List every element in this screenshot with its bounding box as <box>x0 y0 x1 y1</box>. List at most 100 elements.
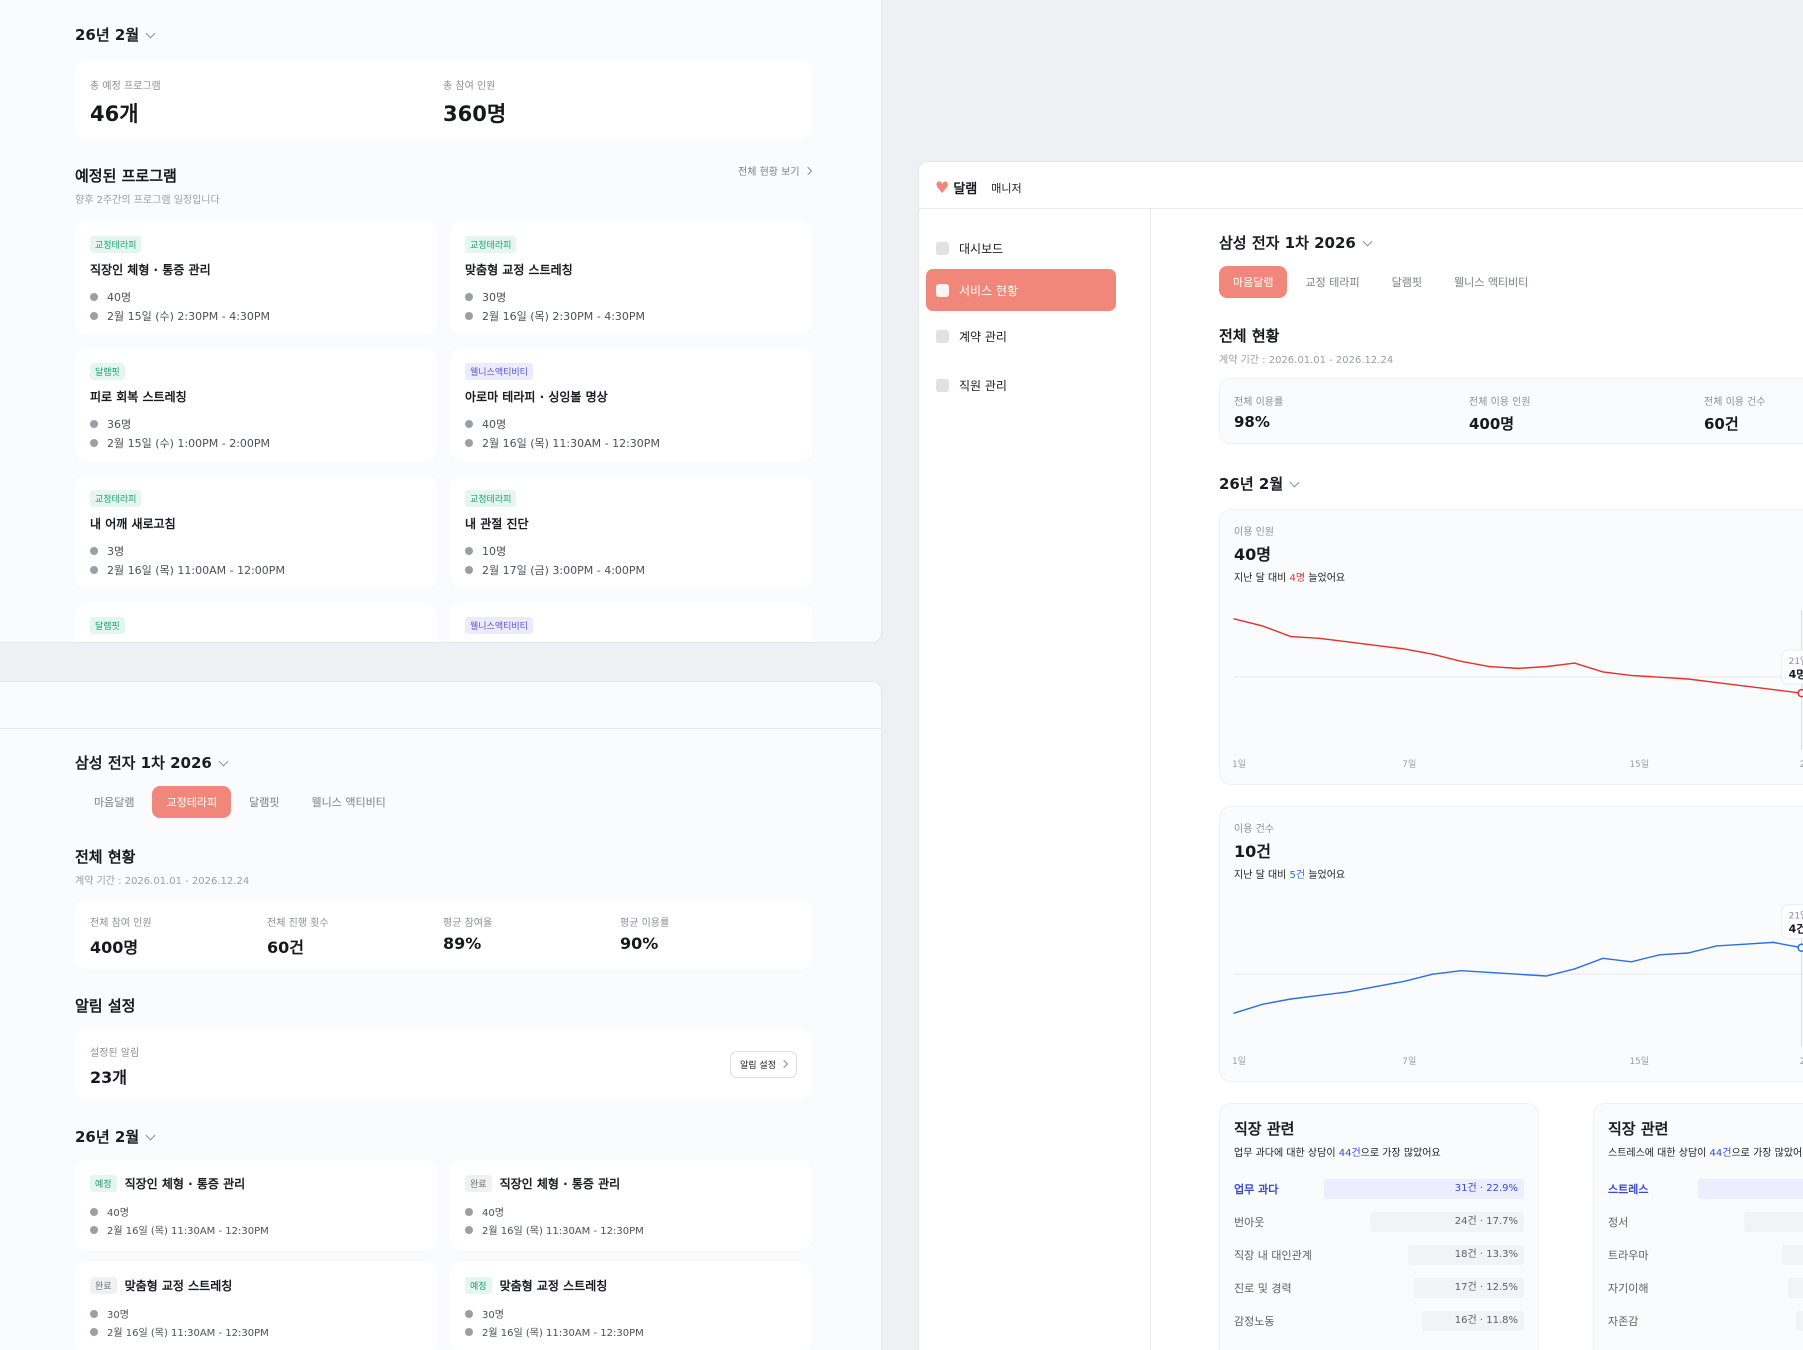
program-card[interactable]: 웰니스액티비티 아로마 테라피 · 싱잉볼 명상 40명 2월 16일 (목) 11:… <box>450 348 812 462</box>
sidebar-item-contracts[interactable]: 계약 관리 <box>926 318 1116 355</box>
x-tick-label: 7일 <box>1402 759 1416 770</box>
time-value: 2월 16일 (목) 11:30AM - 12:30PM <box>107 1328 269 1339</box>
data-point <box>1602 671 1604 673</box>
tab-dallaem-fit[interactable]: 달램핏 <box>249 796 280 809</box>
session-card[interactable]: 예정 맞춤형 교정 스트레칭 30명 2월 16일 (목) 11:30AM - 12:… <box>450 1262 812 1350</box>
alarm-count: 23개 <box>90 1068 127 1087</box>
tab-therapy[interactable]: 교정 테라피 <box>1305 276 1360 289</box>
topic-value: 31건 · 22.9% <box>1454 1183 1518 1194</box>
data-point <box>1630 961 1632 963</box>
data-point <box>1233 618 1235 620</box>
alarm-settings-button[interactable]: 알림 설정 <box>730 1051 797 1078</box>
data-point <box>1772 689 1774 691</box>
series-line <box>1233 941 1803 1014</box>
data-point <box>1403 648 1405 650</box>
participant-count: 36명 <box>90 416 131 432</box>
stat-value: 60건 <box>1704 415 1739 433</box>
topic-row: 진로 및 경력 17건 · 12.5% <box>1234 1278 1524 1298</box>
brand[interactable]: ♥ 달램 매니저 <box>935 178 1022 197</box>
stat-usage-rate: 평균 이용률 90% <box>620 914 669 953</box>
tab-dallaem-fit[interactable]: 달램핏 <box>1391 276 1422 289</box>
status-badge: 완료 <box>465 1175 492 1192</box>
clock-icon <box>465 312 473 320</box>
session-card[interactable]: 예정 직장인 체형 · 통증 관리 40명 2월 16일 (목) 11:30AM - … <box>75 1160 437 1250</box>
desc-suffix: 으로 가장 많았어요 <box>1360 1148 1441 1159</box>
data-point <box>1772 941 1774 943</box>
sidebar-item-service-status[interactable]: 서비스 현황 <box>926 269 1116 311</box>
program-card[interactable]: 달램핏 <box>75 602 437 642</box>
topic-bar: 24건 · 17.7% <box>1370 1212 1524 1232</box>
clock-icon <box>465 566 473 574</box>
schedule-time: 2월 16일 (목) 11:30AM - 12:30PM <box>465 1324 644 1339</box>
stat-value: 90% <box>620 934 659 953</box>
view-all-label: 전체 현황 보기 <box>738 167 800 178</box>
topic-bar <box>1788 1278 1803 1298</box>
users-icon <box>936 379 949 392</box>
tooltip-box <box>1781 649 1803 685</box>
data-point <box>1602 957 1604 959</box>
sidebar-item-dashboard[interactable]: 대시보드 <box>926 230 1116 267</box>
topic-row: 트라우마 <box>1608 1245 1803 1265</box>
series-line <box>1233 618 1803 694</box>
topic-label: 직장 내 대인관계 <box>1234 1249 1312 1262</box>
program-card[interactable]: 웰니스액티비티 <box>450 602 812 642</box>
compare-value: 4명 <box>1289 573 1306 584</box>
status-badge: 예정 <box>465 1277 492 1294</box>
clock-icon <box>90 566 98 574</box>
month-label: 26년 2월 <box>75 1128 140 1146</box>
company-selector[interactable]: 삼성 전자 1차 2026 <box>1219 232 1373 253</box>
program-card[interactable]: 교정테라피 직장인 체형 · 통증 관리 40명 2월 15일 (수) 2:30PM … <box>75 221 437 335</box>
session-card[interactable]: 완료 맞춤형 교정 스트레칭 30명 2월 16일 (목) 11:30AM - 12:… <box>75 1262 437 1350</box>
month-selector[interactable]: 26년 2월 <box>1219 473 1300 494</box>
tooltip-box <box>1781 904 1803 940</box>
program-card[interactable]: 교정테라피 내 어깨 새로고침 3명 2월 16일 (목) 11:00AM - 12:… <box>75 475 437 589</box>
tab-maeum[interactable]: 마음달램 <box>94 796 135 809</box>
people-value: 30명 <box>482 291 507 304</box>
people-value: 40명 <box>482 1208 504 1219</box>
time-value: 2월 16일 (목) 11:30AM - 12:30PM <box>482 437 660 450</box>
program-card[interactable]: 달램핏 피로 회복 스트레칭 36명 2월 15일 (수) 1:00PM - 2:00… <box>75 348 437 462</box>
session-card[interactable]: 완료 직장인 체형 · 통증 관리 40명 2월 16일 (목) 11:30AM - … <box>450 1160 812 1250</box>
category-tag: 웰니스액티비티 <box>465 617 533 634</box>
x-tick-label: 1일 <box>1232 1056 1246 1067</box>
time-value: 2월 16일 (목) 2:30PM - 4:30PM <box>482 310 646 323</box>
people-value: 40명 <box>107 291 132 304</box>
tab-maeum[interactable]: 마음달램 <box>1219 266 1288 298</box>
data-point <box>1346 991 1349 993</box>
chevron-right-icon <box>779 1059 789 1069</box>
sidebar-item-label: 계약 관리 <box>959 330 1007 344</box>
view-all-link[interactable]: 전체 현황 보기 <box>738 163 812 178</box>
manager-dashboard: ♥ 달램 매니저 대시보드 서비스 현황 계약 관리 직원 관리 삼성 전자 1… <box>918 161 1803 1350</box>
users-label: 이용 인원 <box>1234 527 1274 538</box>
company-selector[interactable]: 삼성 전자 1차 2026 <box>75 752 229 773</box>
tab-wellness[interactable]: 웰니스 액티비티 <box>311 796 386 809</box>
stat-participation-rate: 평균 참여율 89% <box>443 914 492 953</box>
tooltip-day: 21일 <box>1789 911 1803 922</box>
program-card[interactable]: 교정테라피 맞춤형 교정 스트레칭 30명 2월 16일 (목) 2:30PM - 4… <box>450 221 812 335</box>
company-label: 삼성 전자 1차 2026 <box>75 754 212 772</box>
participant-count: 30명 <box>465 1306 504 1321</box>
tab-wellness[interactable]: 웰니스 액티비티 <box>1453 276 1529 289</box>
category-tag: 교정테라피 <box>90 236 142 253</box>
tab-therapy[interactable]: 교정테라피 <box>152 786 232 818</box>
data-point <box>1687 678 1689 680</box>
data-point <box>1403 980 1405 982</box>
month-selector[interactable]: 26년 2월 <box>75 1126 156 1147</box>
data-point <box>1744 943 1746 945</box>
sidebar-item-employees[interactable]: 직원 관리 <box>926 367 1116 404</box>
participant-count: 10명 <box>465 543 506 559</box>
x-tick-label: 21일 <box>1800 759 1803 770</box>
contract-period: 계약 기간 : 2026.01.01 - 2026.12.24 <box>75 876 250 887</box>
data-point <box>1687 952 1689 954</box>
data-point <box>1460 660 1462 662</box>
users-line-chart: 21일4명1일7일15일21일 <box>1232 610 1803 770</box>
topic-row: 자기이해 <box>1608 1278 1803 1298</box>
status-badge: 예정 <box>90 1175 117 1192</box>
contract-period: 계약 기간 : 2026.01.01 - 2026.12.24 <box>1219 355 1394 366</box>
program-title: 내 어깨 새로고침 <box>90 517 176 531</box>
topic-bar: 31건 · 22.9% <box>1324 1179 1524 1199</box>
month-selector[interactable]: 26년 2월 <box>75 24 156 45</box>
compare-value: 5건 <box>1289 870 1306 881</box>
person-icon <box>465 420 473 428</box>
program-card[interactable]: 교정테라피 내 관절 진단 10명 2월 17일 (금) 3:00PM - 4:00P… <box>450 475 812 589</box>
